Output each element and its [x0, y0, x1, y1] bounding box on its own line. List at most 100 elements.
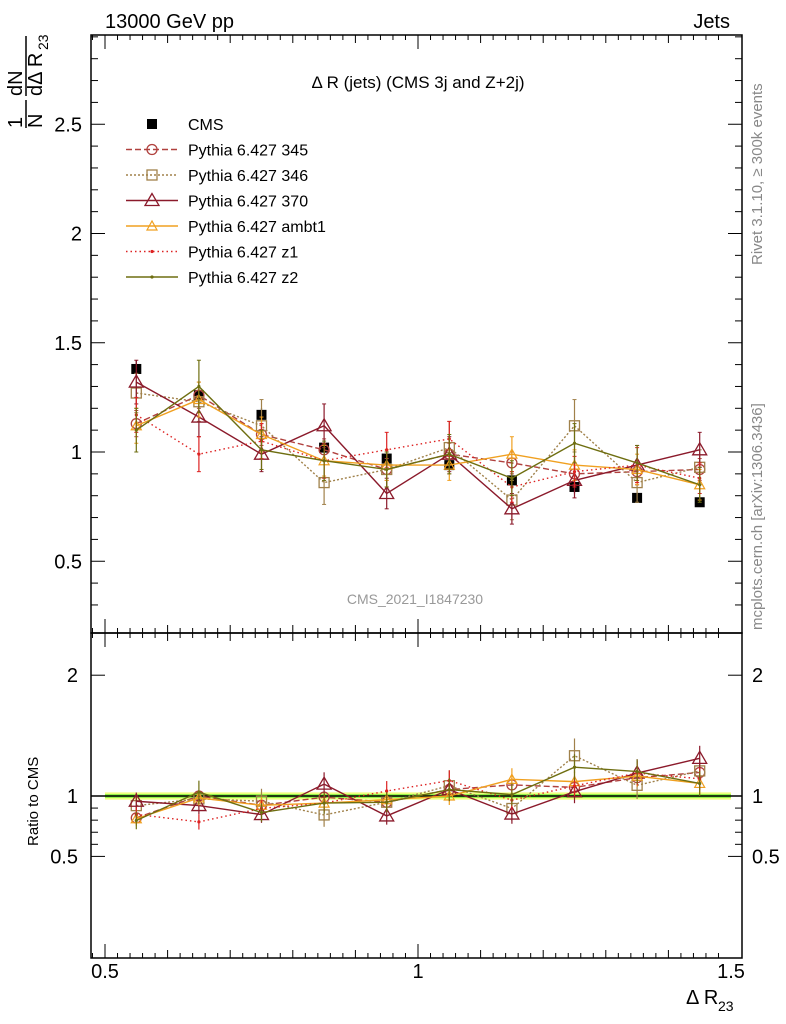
- series-p370: [128, 359, 708, 525]
- point-z2: [572, 441, 577, 445]
- legend-label-p346: Pythia 6.427 346: [188, 168, 308, 185]
- ratio-point-z2: [510, 793, 514, 797]
- ratio-point-z2: [134, 818, 138, 823]
- ratio-point-p370: [503, 805, 521, 820]
- y-label-frac-bottom2: dΔ R: [25, 53, 47, 96]
- legend-marker-z2: [150, 275, 154, 279]
- point-p370: [378, 485, 395, 500]
- x-label-subscript: 23: [718, 998, 734, 1014]
- legend-label-p345: Pythia 6.427 345: [188, 143, 308, 160]
- y-label-subscript: 23: [35, 34, 51, 50]
- y-tick-label: 1: [71, 442, 82, 464]
- ratio-panel-series: [128, 738, 708, 830]
- ratio-point-z2: [322, 801, 326, 805]
- legend-marker-p346: [146, 169, 158, 181]
- legend-label-cms: CMS: [188, 117, 224, 134]
- ratio-y-tick-label: 0.5: [50, 846, 78, 868]
- ratio-line-p346: [136, 754, 700, 816]
- point-z2: [197, 384, 201, 389]
- ratio-y-tick-label: 1: [67, 786, 78, 808]
- legend-marker-z1: [150, 249, 154, 254]
- point-z2: [134, 428, 138, 432]
- legend-label-p370: Pythia 6.427 370: [188, 194, 308, 211]
- legend-marker-cms: [147, 119, 157, 129]
- series-line-p370: [135, 381, 700, 510]
- series-ambt1: [130, 381, 706, 501]
- ratio-point-p370: [190, 797, 208, 812]
- ratio-line-ambt1: [136, 775, 700, 820]
- ratio-point-z1: [385, 789, 389, 793]
- ratio-y-tick-label-right: 0.5: [752, 846, 780, 868]
- x-label-main: Δ R: [686, 987, 718, 1009]
- y-axis-label: 1 N dN dΔ R 23: [5, 34, 51, 128]
- point-z2: [322, 459, 326, 463]
- ratio-point-p370: [691, 750, 708, 764]
- point-p370: [128, 373, 145, 388]
- ratio-point-z2: [259, 810, 264, 815]
- ratio-point-z2: [572, 765, 577, 769]
- ratio-y-tick-label-right: 1: [752, 786, 763, 808]
- ratio-point-z2: [197, 790, 201, 794]
- point-z1: [572, 470, 577, 474]
- y-tick-label: 1.5: [54, 333, 82, 355]
- point-z1: [197, 452, 201, 456]
- header-left: 13000 GeV pp: [105, 11, 234, 33]
- series-line-z1: [135, 414, 700, 488]
- x-axis-label: Δ R 23: [686, 987, 734, 1014]
- ratio-point-p370: [128, 792, 145, 807]
- y-label-frac-bottom: N: [25, 114, 47, 128]
- x-tick-label: 0.5: [91, 961, 119, 983]
- ratio-series-p346: [130, 738, 706, 827]
- y-tick-label: 2: [71, 224, 82, 246]
- ratio-line-z2: [136, 766, 700, 822]
- ratio-point-p370: [566, 783, 583, 798]
- point-z2: [635, 461, 639, 465]
- ratio-point-z2: [385, 800, 389, 804]
- axes: 0.5 1 1.5 0.5 1 1.5 2 2.5 0.5 0.5 1 1 2 2: [50, 34, 780, 983]
- side-text-bottom: mcplots.cern.ch [arXiv:1306.3436]: [749, 403, 766, 630]
- series-p346: [130, 372, 706, 521]
- x-tick-label: 1: [412, 961, 423, 983]
- y-tick-label: 2.5: [54, 114, 82, 136]
- point-ambt1: [505, 447, 518, 459]
- legend-marker-ambt1: [145, 219, 159, 231]
- point-p370: [691, 441, 708, 456]
- ratio-point-z2: [447, 787, 451, 792]
- plot-title: Δ R (jets) (CMS 3j and Z+2j): [311, 73, 524, 92]
- ratio-series-p370: [128, 745, 708, 825]
- legend-label-ambt1: Pythia 6.427 ambt1: [188, 219, 326, 236]
- ratio-y-tick-label-right: 2: [752, 665, 763, 687]
- y-label-frac-top2: dN: [5, 70, 27, 96]
- ratio-point-ambt1: [505, 773, 518, 784]
- main-panel-series: [128, 359, 708, 525]
- legend-marker-p370: [143, 192, 161, 207]
- header-right: Jets: [693, 11, 730, 33]
- point-p370: [503, 500, 521, 515]
- series-z1: [134, 396, 702, 503]
- legend-label-z1: Pythia 6.427 z1: [188, 245, 298, 262]
- ratio-point-p370: [378, 807, 395, 822]
- ratio-point-p370: [315, 775, 333, 790]
- point-p370: [190, 408, 208, 423]
- series-z2: [134, 359, 702, 503]
- point-z2: [510, 476, 514, 480]
- legend: CMS Pythia 6.427 345 Pythia 6.427 346 Pythi…: [126, 117, 326, 287]
- legend-label-z2: Pythia 6.427 z2: [188, 270, 298, 287]
- ratio-y-label: Ratio to CMS: [25, 757, 42, 846]
- point-z1: [385, 448, 389, 452]
- ratio-point-z2: [698, 781, 702, 786]
- series-cms: [131, 360, 705, 508]
- point-z2: [447, 452, 451, 456]
- ratio-point-z2: [635, 769, 639, 774]
- legend-marker-p345: [146, 143, 158, 156]
- point-z2: [385, 467, 389, 472]
- y-tick-label: 0.5: [54, 551, 82, 573]
- ratio-series-z2: [134, 754, 702, 830]
- series-line-p346: [136, 392, 700, 502]
- side-text-top: Rivet 3.1.10, ≥ 300k events: [749, 83, 766, 265]
- point-z2: [698, 483, 702, 487]
- ratio-point-z1: [197, 820, 201, 824]
- ratio-line-p370: [136, 757, 700, 817]
- point-p370: [315, 417, 333, 432]
